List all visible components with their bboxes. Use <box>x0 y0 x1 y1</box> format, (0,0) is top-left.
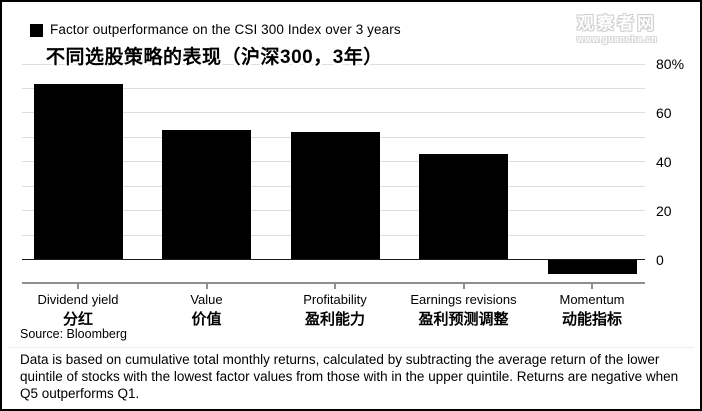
x-label-zh: 盈利能力 <box>304 311 365 328</box>
x-label-zh: 价值 <box>191 311 222 328</box>
zero-axis-line <box>22 259 645 261</box>
bar <box>33 83 123 260</box>
chart-legend-label: Factor outperformance on the CSI 300 Ind… <box>50 22 401 37</box>
category-tick <box>205 284 208 289</box>
category-tick <box>462 284 465 289</box>
x-label-zh: 分红 <box>62 311 93 328</box>
chart-subtitle-zh: 不同选股策略的表现（沪深300，3年） <box>46 47 383 68</box>
bar <box>419 154 508 260</box>
x-label-en: Dividend yield <box>37 292 119 307</box>
bar <box>162 130 251 260</box>
category-tick <box>77 284 79 289</box>
x-axis-line <box>22 282 645 284</box>
y-tick-label: 40 <box>656 153 672 170</box>
footnote-divider <box>8 347 694 348</box>
bar <box>290 132 380 260</box>
y-tick-label: 0 <box>656 251 664 268</box>
legend-swatch-icon <box>30 24 43 37</box>
x-label-zh: 盈利预测调整 <box>418 311 509 328</box>
category-tick <box>334 284 336 289</box>
y-tick-label: 80% <box>656 56 685 72</box>
category-tick <box>591 284 593 289</box>
watermark: 观察者网 www.guancha.cn <box>560 14 674 45</box>
watermark-site-name: 观察者网 <box>577 14 657 33</box>
x-label-en: Profitability <box>303 292 367 307</box>
x-label-en: Momentum <box>559 292 625 307</box>
x-label-en: Earnings revisions <box>410 292 517 307</box>
gridline <box>22 63 645 65</box>
x-label-zh: 动能指标 <box>561 311 622 328</box>
chart-plot-area <box>22 63 645 289</box>
watermark-site-url: www.guancha.cn <box>576 34 658 44</box>
gridline <box>22 112 645 114</box>
y-tick-label: 60 <box>656 104 672 121</box>
gridline <box>22 87 645 89</box>
y-tick-label: 20 <box>656 202 672 219</box>
bar <box>547 259 637 275</box>
footnote-text: Data is based on cumulative total monthl… <box>20 352 679 401</box>
source-label: Source: Bloomberg <box>20 327 128 341</box>
x-label-en: Value <box>190 292 223 307</box>
